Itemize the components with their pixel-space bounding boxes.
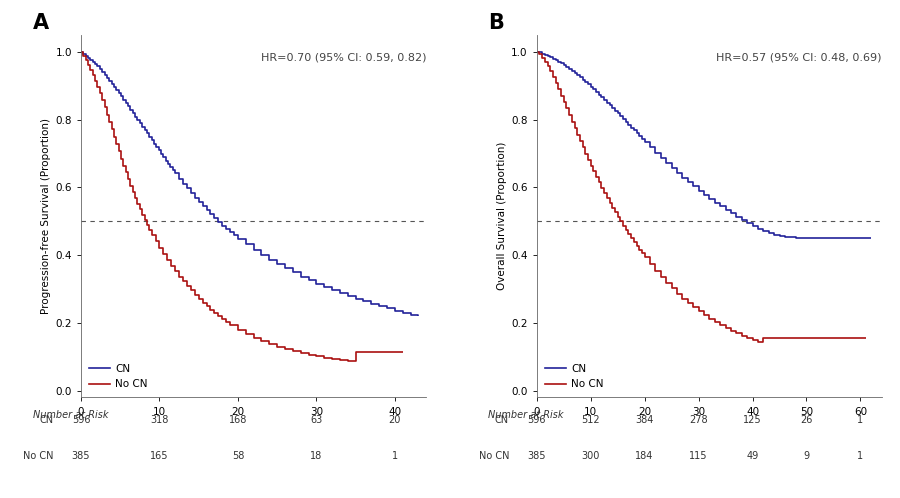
Y-axis label: Overall Survival (Proportion): Overall Survival (Proportion) [497, 142, 507, 290]
Text: No CN: No CN [479, 451, 509, 461]
Text: 18: 18 [310, 451, 322, 461]
Text: 384: 384 [635, 415, 653, 425]
Text: HR=0.70 (95% CI: 0.59, 0.82): HR=0.70 (95% CI: 0.59, 0.82) [260, 53, 426, 63]
Text: 385: 385 [527, 451, 546, 461]
Text: 1: 1 [858, 451, 863, 461]
Text: 278: 278 [689, 415, 708, 425]
Text: 184: 184 [635, 451, 653, 461]
Text: 168: 168 [229, 415, 248, 425]
Text: 58: 58 [231, 451, 244, 461]
Text: 512: 512 [581, 415, 600, 425]
Legend: CN, No CN: CN, No CN [542, 361, 607, 392]
Text: Number at Risk: Number at Risk [32, 409, 108, 420]
Y-axis label: Progression-free Survival (Proportion): Progression-free Survival (Proportion) [41, 118, 51, 314]
Text: 49: 49 [746, 451, 759, 461]
Text: B: B [489, 13, 504, 33]
Text: 20: 20 [389, 415, 401, 425]
Text: No CN: No CN [22, 451, 53, 461]
Text: 9: 9 [804, 451, 809, 461]
Text: HR=0.57 (95% CI: 0.48, 0.69): HR=0.57 (95% CI: 0.48, 0.69) [716, 53, 882, 63]
Text: 1: 1 [392, 451, 398, 461]
Text: 596: 596 [72, 415, 90, 425]
Text: 125: 125 [743, 415, 761, 425]
Text: 165: 165 [150, 451, 168, 461]
Text: 318: 318 [150, 415, 168, 425]
Text: 300: 300 [581, 451, 600, 461]
Legend: CN, No CN: CN, No CN [86, 361, 151, 392]
Text: 26: 26 [800, 415, 813, 425]
Text: 115: 115 [689, 451, 707, 461]
Text: A: A [32, 13, 49, 33]
Text: 596: 596 [527, 415, 546, 425]
Text: 1: 1 [858, 415, 863, 425]
Text: 385: 385 [72, 451, 90, 461]
Text: CN: CN [495, 415, 509, 425]
Text: 63: 63 [310, 415, 322, 425]
Text: CN: CN [40, 415, 53, 425]
Text: Number at Risk: Number at Risk [489, 409, 564, 420]
